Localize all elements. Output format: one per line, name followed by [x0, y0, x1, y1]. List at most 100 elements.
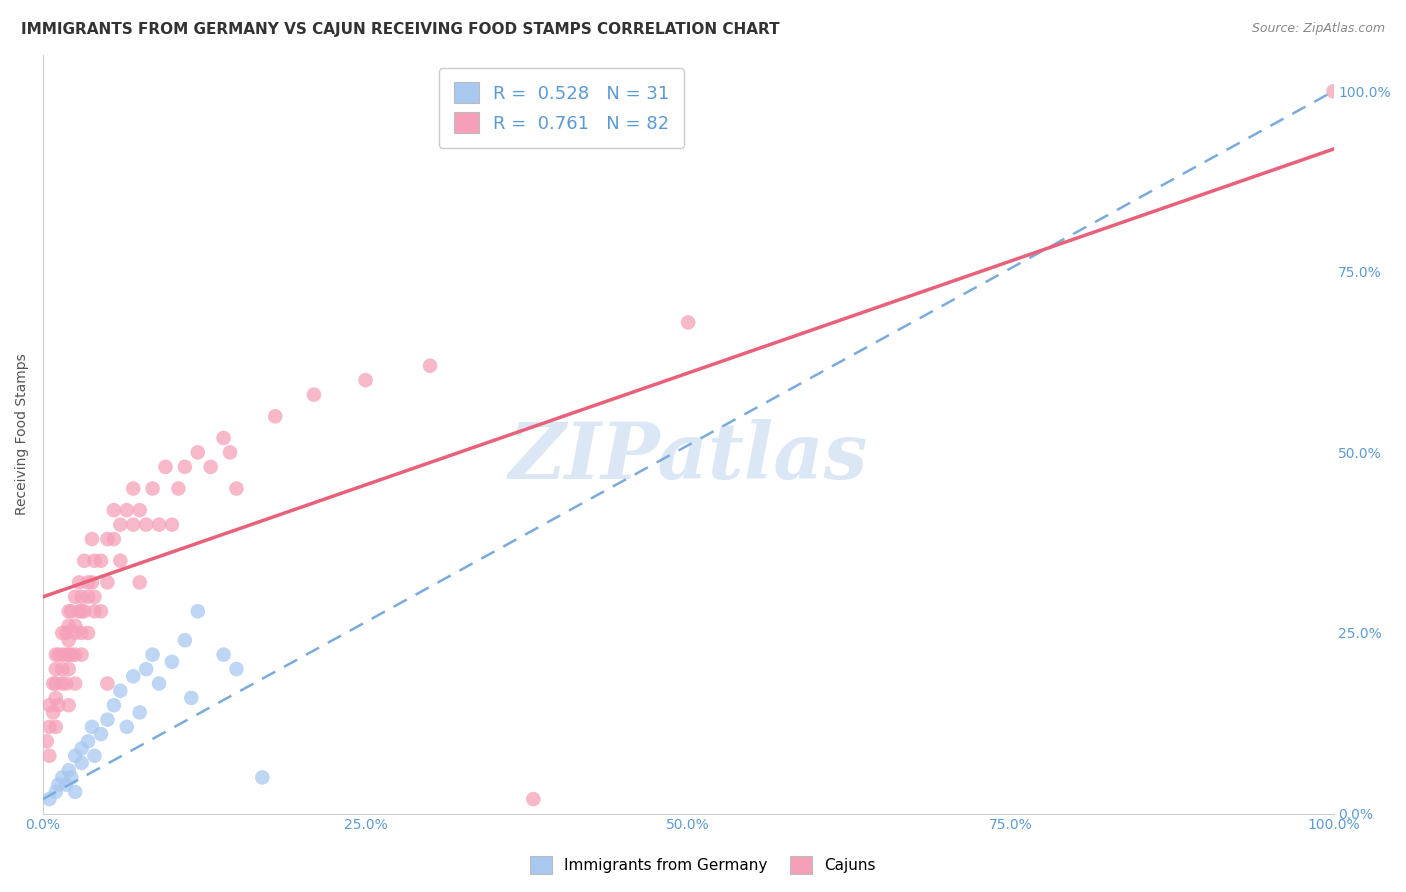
Point — [128, 575, 150, 590]
Point — [122, 482, 145, 496]
Point — [60, 648, 83, 662]
Point — [51, 626, 73, 640]
Point — [45, 720, 67, 734]
Point — [77, 734, 100, 748]
Y-axis label: Receiving Food Stamps: Receiving Food Stamps — [15, 353, 30, 516]
Point — [103, 698, 125, 713]
Point — [110, 683, 132, 698]
Point — [58, 604, 80, 618]
Point — [103, 503, 125, 517]
Point — [51, 648, 73, 662]
Point — [51, 676, 73, 690]
Point — [96, 713, 118, 727]
Point — [63, 748, 86, 763]
Point — [63, 785, 86, 799]
Text: Source: ZipAtlas.com: Source: ZipAtlas.com — [1251, 22, 1385, 36]
Point — [173, 633, 195, 648]
Point — [38, 792, 60, 806]
Point — [160, 517, 183, 532]
Point — [128, 503, 150, 517]
Point — [354, 373, 377, 387]
Point — [45, 676, 67, 690]
Point — [63, 619, 86, 633]
Point — [70, 741, 93, 756]
Point — [60, 604, 83, 618]
Point — [187, 604, 209, 618]
Point — [51, 662, 73, 676]
Point — [51, 771, 73, 785]
Point — [128, 706, 150, 720]
Legend: R =  0.528   N = 31, R =  0.761   N = 82: R = 0.528 N = 31, R = 0.761 N = 82 — [439, 68, 683, 147]
Point — [180, 690, 202, 705]
Point — [90, 604, 112, 618]
Point — [48, 698, 70, 713]
Point — [212, 431, 235, 445]
Point — [83, 590, 105, 604]
Point — [115, 503, 138, 517]
Point — [38, 748, 60, 763]
Text: IMMIGRANTS FROM GERMANY VS CAJUN RECEIVING FOOD STAMPS CORRELATION CHART: IMMIGRANTS FROM GERMANY VS CAJUN RECEIVI… — [21, 22, 780, 37]
Point — [160, 655, 183, 669]
Point — [110, 517, 132, 532]
Point — [200, 459, 222, 474]
Point — [73, 604, 96, 618]
Point — [63, 590, 86, 604]
Point — [96, 575, 118, 590]
Point — [225, 482, 247, 496]
Point — [167, 482, 190, 496]
Point — [419, 359, 441, 373]
Point — [42, 676, 65, 690]
Point — [212, 648, 235, 662]
Point — [135, 662, 157, 676]
Point — [58, 619, 80, 633]
Point — [70, 648, 93, 662]
Point — [55, 648, 77, 662]
Point — [55, 626, 77, 640]
Point — [38, 698, 60, 713]
Point — [70, 756, 93, 770]
Point — [45, 785, 67, 799]
Point — [96, 676, 118, 690]
Point — [67, 604, 90, 618]
Point — [676, 315, 699, 329]
Point — [55, 676, 77, 690]
Point — [58, 648, 80, 662]
Point — [103, 532, 125, 546]
Point — [83, 604, 105, 618]
Point — [45, 648, 67, 662]
Point — [77, 590, 100, 604]
Point — [48, 648, 70, 662]
Point — [110, 554, 132, 568]
Point — [58, 633, 80, 648]
Point — [77, 575, 100, 590]
Legend: Immigrants from Germany, Cajuns: Immigrants from Germany, Cajuns — [524, 850, 882, 880]
Point — [90, 727, 112, 741]
Point — [1322, 84, 1344, 98]
Point — [80, 575, 103, 590]
Point — [55, 778, 77, 792]
Point — [187, 445, 209, 459]
Point — [522, 792, 544, 806]
Point — [73, 554, 96, 568]
Point — [63, 626, 86, 640]
Point — [96, 532, 118, 546]
Point — [264, 409, 287, 424]
Point — [148, 517, 170, 532]
Point — [63, 676, 86, 690]
Point — [58, 763, 80, 777]
Point — [60, 771, 83, 785]
Point — [67, 575, 90, 590]
Point — [173, 459, 195, 474]
Point — [70, 626, 93, 640]
Point — [83, 748, 105, 763]
Point — [122, 517, 145, 532]
Point — [63, 648, 86, 662]
Point — [80, 532, 103, 546]
Point — [219, 445, 242, 459]
Point — [225, 662, 247, 676]
Point — [115, 720, 138, 734]
Point — [135, 517, 157, 532]
Text: ZIPatlas: ZIPatlas — [509, 419, 868, 495]
Point — [38, 720, 60, 734]
Point — [302, 387, 325, 401]
